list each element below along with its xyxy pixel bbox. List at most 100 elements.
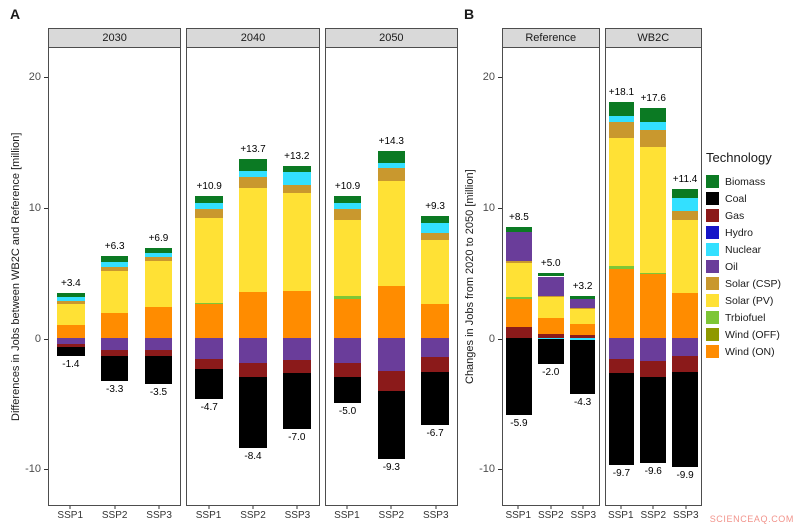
bar-segment-oil: [333, 337, 362, 363]
legend-item-gas: Gas: [706, 207, 798, 224]
bar-segment-coal: [333, 377, 362, 404]
bar-segment-solar-pv: [608, 138, 635, 267]
bar-segment-nuclear: [640, 122, 667, 131]
legend-item-label: Hydro: [725, 226, 754, 239]
hydro-swatch: [706, 226, 719, 239]
y-tick-label: 20: [482, 70, 495, 83]
facet-strip: WB2C: [604, 28, 702, 48]
x-tick-mark: [582, 506, 584, 510]
x-tick-label: SSP3: [284, 510, 311, 522]
legend-item-label: Gas: [725, 209, 745, 222]
bar-segment-wind-on: [608, 268, 635, 338]
legend-item-label: Biomass: [725, 175, 766, 188]
bar-segment-solar-csp: [608, 122, 635, 139]
bar-segment-wind-on: [672, 293, 698, 338]
panel-b-facets: Reference +8.5 -5.9 +5.0 -2.0 +3.2 -4.3 SSP1 SSP…: [502, 28, 702, 524]
facet-x-axis: SSP1 SSP2 SSP3: [325, 506, 458, 524]
bar-segment-nuclear: [100, 262, 129, 268]
x-tick-mark: [208, 506, 210, 510]
legend-item-label: Solar (PV): [725, 294, 774, 307]
bar-segment-solar-pv: [282, 192, 311, 291]
bar-segment-biomass: [333, 195, 362, 204]
bar-segment-nuclear: [377, 162, 406, 169]
legend-item-hydro: Hydro: [706, 224, 798, 241]
bar-total-positive: +10.9: [196, 180, 222, 192]
x-tick-label: SSP2: [101, 510, 128, 522]
oil-swatch: [706, 260, 719, 273]
bar-total-positive: +9.3: [425, 201, 445, 213]
bar-segment-wind-on: [377, 285, 406, 338]
legend: Technology Biomass Coal Gas Hydro Nuclear Oil…: [706, 150, 798, 360]
bar-segment-coal: [506, 337, 532, 415]
bar-total-negative: -8.4: [244, 450, 262, 462]
legend-items: Biomass Coal Gas Hydro Nuclear Oil Solar (CSP)…: [706, 173, 798, 360]
bar-total-positive: +6.3: [104, 240, 125, 252]
legend-item-label: Wind (ON): [725, 345, 775, 358]
legend-item-label: Coal: [725, 192, 747, 205]
bar-segment-solar-pv: [537, 297, 564, 319]
bar-total-positive: +13.2: [284, 150, 310, 162]
y-tick-mark: [498, 469, 502, 471]
x-tick-mark: [517, 506, 519, 510]
x-tick-label: SSP2: [240, 510, 266, 522]
bar-segment-biomass: [144, 247, 173, 253]
bar-segment-solar-pv: [144, 260, 173, 307]
bar-segment-gas: [569, 335, 596, 338]
bar-segment-oil: [537, 276, 564, 297]
bar-segment-coal: [195, 369, 223, 400]
bar-segment-wind-on: [506, 298, 532, 328]
panel-a: A Differences in Jobs between WB2C and R…: [8, 4, 460, 526]
bar-segment-oil: [239, 337, 267, 363]
bar-segment-solar-csp: [569, 307, 596, 310]
bar-total-positive: +17.6: [640, 93, 666, 105]
bar-total-positive: +5.0: [540, 257, 561, 269]
bar-segment-solar-pv: [421, 239, 449, 304]
x-tick-label: SSP2: [640, 510, 667, 522]
facet-wb2c: WB2C +18.1 -9.7 +17.6 -9.6 +11.4 -9.9 SSP1 SSP2 S…: [604, 28, 702, 524]
bar-total-negative: -3.3: [106, 383, 124, 395]
facet-2040: 2040 +10.9 -4.7 +13.7 -8.4 +13.2 -7.0 SSP1 SSP2 S…: [186, 28, 320, 524]
x-tick-mark: [252, 506, 254, 510]
panel-a-tick-col: 20 10 0 -10: [25, 48, 48, 506]
x-tick-label: SSP3: [672, 510, 699, 522]
bar-segment-wind-on: [640, 273, 667, 338]
legend-item-trbiofuel: Trbiofuel: [706, 309, 798, 326]
bar-total-negative: -1.4: [62, 359, 80, 371]
bar-segment-solar-csp: [239, 177, 267, 188]
legend-item-label: Oil: [725, 260, 738, 273]
solar-pv-swatch: [706, 294, 719, 307]
bar-segment-biomass: [640, 108, 667, 123]
bar-segment-wind-on: [57, 324, 85, 338]
x-tick-label: SSP2: [378, 510, 405, 522]
bar-segment-coal: [282, 373, 311, 430]
bar-segment-coal: [377, 391, 406, 460]
bar-segment-biomass: [537, 272, 564, 277]
bar-segment-coal: [57, 347, 85, 357]
bar-segment-solar-csp: [672, 211, 698, 221]
legend-title: Technology: [706, 150, 772, 165]
legend-item-wind-on: Wind (ON): [706, 343, 798, 360]
legend-item-nuclear: Nuclear: [706, 241, 798, 258]
facet-plot: +10.9 -5.0 +14.3 -9.3 +9.3 -6.7: [324, 47, 458, 507]
facet-strip: 2040: [186, 28, 320, 48]
trbiofuel-swatch: [706, 311, 719, 324]
bar-segment-solar-pv: [333, 220, 362, 297]
bar-segment-solar-csp: [282, 185, 311, 193]
bar-segment-solar-pv: [672, 220, 698, 294]
bar-segment-gas: [377, 370, 406, 392]
bar-segment-wind-on: [569, 323, 596, 336]
bar-segment-wind-on: [421, 303, 449, 338]
bar-segment-solar-pv: [57, 303, 85, 325]
bar-segment-biomass: [569, 296, 596, 299]
facet-2050: 2050 +10.9 -5.0 +14.3 -9.3 +9.3 -6.7 SSP1 SSP2 SS…: [324, 28, 458, 524]
x-tick-mark: [685, 506, 687, 510]
bar-segment-nuclear: [282, 172, 311, 186]
bar-total-positive: +3.2: [572, 281, 593, 293]
y-tick-label: 20: [28, 70, 41, 83]
facet-plot: +3.4 -1.4 +6.3 -3.3 +6.9 -3.5: [48, 47, 182, 507]
bar-segment-trbiofuel: [608, 266, 635, 269]
legend-item-label: Solar (CSP): [725, 277, 782, 290]
legend-item-label: Nuclear: [725, 243, 762, 256]
x-tick-label: SSP1: [195, 510, 222, 522]
bar-segment-solar-csp: [57, 301, 85, 304]
